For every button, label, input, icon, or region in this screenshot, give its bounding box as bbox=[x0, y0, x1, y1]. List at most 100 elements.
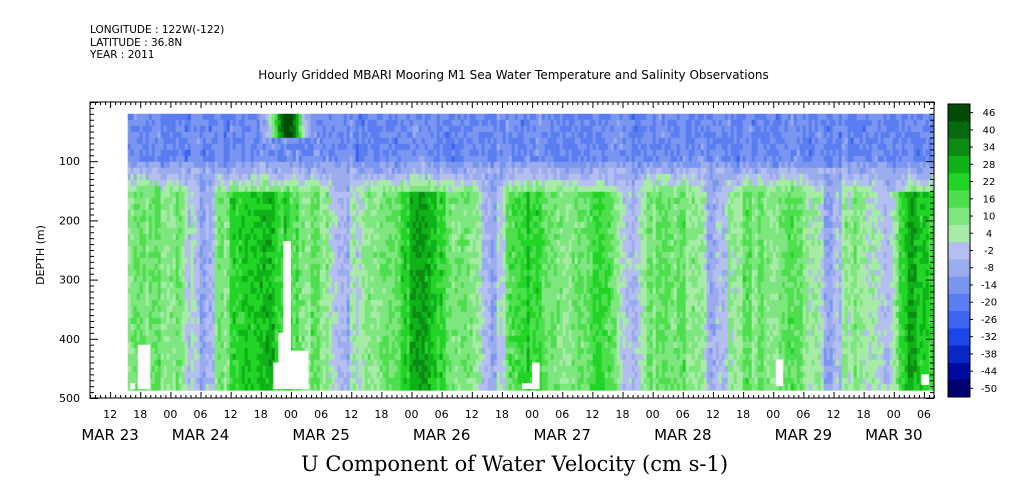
heatmap-cell bbox=[178, 137, 183, 145]
heatmap-cell bbox=[175, 263, 180, 271]
heatmap-cell bbox=[172, 335, 177, 343]
heatmap-cell bbox=[256, 359, 261, 367]
heatmap-cell bbox=[142, 287, 147, 295]
heatmap-cell bbox=[139, 311, 144, 319]
heatmap-cell bbox=[223, 311, 228, 319]
heatmap-cell bbox=[211, 317, 216, 325]
heatmap-cell bbox=[166, 371, 171, 379]
heatmap-cell bbox=[205, 167, 210, 175]
heatmap-cell bbox=[238, 299, 243, 307]
heatmap-cell bbox=[199, 209, 204, 217]
heatmap-cell bbox=[193, 113, 198, 121]
heatmap-cell bbox=[139, 275, 144, 283]
heatmap-cell bbox=[259, 275, 264, 283]
heatmap-cell bbox=[127, 347, 132, 355]
heatmap-cell bbox=[223, 335, 228, 343]
heatmap-cell bbox=[211, 227, 216, 235]
heatmap-cell bbox=[187, 215, 192, 223]
heatmap-cell bbox=[142, 233, 147, 241]
heatmap-cell bbox=[142, 191, 147, 199]
heatmap-cell bbox=[151, 359, 156, 367]
heatmap-cell bbox=[205, 257, 210, 265]
heatmap-cell bbox=[133, 209, 138, 217]
heatmap-cell bbox=[175, 341, 180, 349]
heatmap-cell bbox=[223, 263, 228, 271]
heatmap-cell bbox=[157, 251, 162, 259]
heatmap-cell bbox=[130, 269, 135, 277]
heatmap-cell bbox=[166, 347, 171, 355]
heatmap-cell bbox=[238, 317, 243, 325]
heatmap-cell bbox=[172, 119, 177, 127]
heatmap-cell bbox=[271, 179, 276, 187]
heatmap-cell bbox=[208, 155, 213, 163]
heatmap-cell bbox=[184, 149, 189, 157]
heatmap-cell bbox=[238, 155, 243, 163]
heatmap-cell bbox=[202, 245, 207, 253]
heatmap-cell bbox=[208, 215, 213, 223]
heatmap-cell bbox=[205, 263, 210, 271]
heatmap-cell bbox=[226, 383, 231, 391]
heatmap-cell bbox=[190, 239, 195, 247]
heatmap-cell bbox=[160, 131, 165, 139]
heatmap-cell bbox=[253, 257, 258, 265]
heatmap-cell bbox=[250, 299, 255, 307]
heatmap-cell bbox=[208, 191, 213, 199]
heatmap-cell bbox=[160, 185, 165, 193]
heatmap-cell bbox=[190, 245, 195, 253]
heatmap-cell bbox=[148, 221, 153, 229]
heatmap-cell bbox=[262, 359, 267, 367]
heatmap-cell bbox=[190, 359, 195, 367]
heatmap-cell bbox=[244, 113, 249, 121]
heatmap-cell bbox=[178, 251, 183, 259]
heatmap-cell bbox=[184, 197, 189, 205]
heatmap-cell bbox=[229, 161, 234, 169]
heatmap-cell bbox=[202, 239, 207, 247]
heatmap-cell bbox=[226, 365, 231, 373]
heatmap-cell bbox=[196, 335, 201, 343]
heatmap-cell bbox=[235, 275, 240, 283]
heatmap-cell bbox=[226, 275, 231, 283]
heatmap-cell bbox=[196, 287, 201, 295]
heatmap-cell bbox=[235, 119, 240, 127]
heatmap-cell bbox=[226, 143, 231, 151]
heatmap-cell bbox=[211, 197, 216, 205]
heatmap-cell bbox=[130, 197, 135, 205]
heatmap-cell bbox=[232, 299, 237, 307]
heatmap-cell bbox=[247, 113, 252, 121]
heatmap-cell bbox=[220, 131, 225, 139]
heatmap-cell bbox=[202, 113, 207, 121]
heatmap-cell bbox=[157, 263, 162, 271]
heatmap-cell bbox=[271, 323, 276, 331]
heatmap-cell bbox=[130, 185, 135, 193]
heatmap-cell bbox=[235, 317, 240, 325]
heatmap-cell bbox=[184, 311, 189, 319]
heatmap-cell bbox=[175, 257, 180, 265]
heatmap-cell bbox=[160, 245, 165, 253]
heatmap-cell bbox=[250, 119, 255, 127]
heatmap-cell bbox=[175, 305, 180, 313]
heatmap-cell bbox=[157, 383, 162, 391]
heatmap-cell bbox=[130, 359, 135, 367]
heatmap-cell bbox=[211, 263, 216, 271]
heatmap-cell bbox=[154, 257, 159, 265]
heatmap-cell bbox=[229, 299, 234, 307]
heatmap-cell bbox=[208, 239, 213, 247]
heatmap-cell bbox=[220, 149, 225, 157]
heatmap-cell bbox=[196, 215, 201, 223]
heatmap-cell bbox=[130, 365, 135, 373]
heatmap-cell bbox=[163, 377, 168, 385]
heatmap-cell bbox=[127, 263, 132, 271]
heatmap-cell bbox=[190, 305, 195, 313]
heatmap-cell bbox=[199, 305, 204, 313]
heatmap-cell bbox=[169, 191, 174, 199]
heatmap-cell bbox=[130, 263, 135, 271]
heatmap-cell bbox=[265, 221, 270, 229]
heatmap-cell bbox=[163, 251, 168, 259]
heatmap-cell bbox=[142, 311, 147, 319]
heatmap-cell bbox=[253, 281, 258, 289]
heatmap-cell bbox=[220, 371, 225, 379]
heatmap-cell bbox=[154, 353, 159, 361]
heatmap-cell bbox=[223, 155, 228, 163]
heatmap-cell bbox=[265, 383, 270, 391]
heatmap-cell bbox=[199, 263, 204, 271]
